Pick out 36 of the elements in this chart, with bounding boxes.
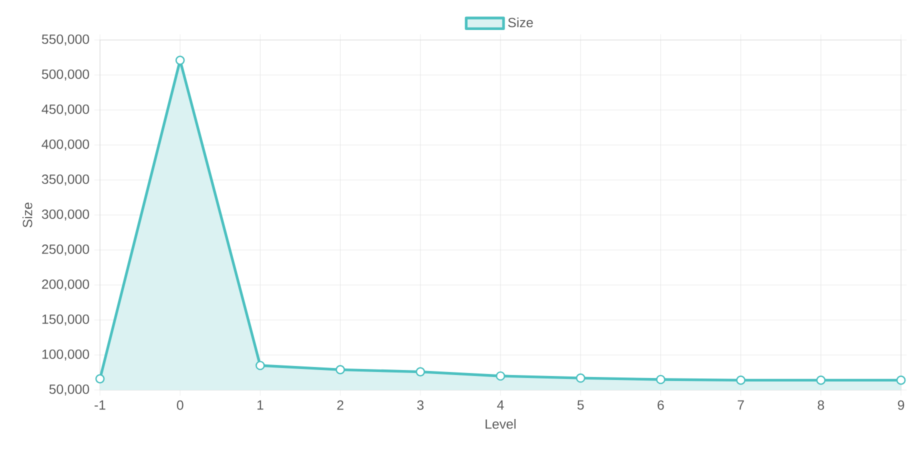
y-tick-label: 150,000 — [42, 314, 90, 326]
point — [896, 376, 906, 385]
point — [816, 376, 826, 385]
point — [656, 374, 666, 384]
y-tick-label: 450,000 — [42, 104, 90, 116]
y-tick-label: 350,000 — [42, 174, 90, 186]
y-axis-title: Size — [22, 202, 32, 228]
point — [736, 376, 746, 385]
x-tick-label: 6 — [658, 400, 664, 410]
y-tick-label: 250,000 — [42, 244, 90, 256]
x-tick-label: 1 — [258, 400, 264, 410]
point — [95, 374, 105, 384]
x-tick-label: 4 — [497, 400, 504, 410]
x-tick-label: 5 — [577, 400, 584, 410]
x-tick-label: 3 — [417, 400, 424, 410]
y-tick-label: 400,000 — [42, 139, 90, 151]
y-tick-label: 500,000 — [42, 69, 90, 81]
y-tick-label: 100,000 — [42, 349, 90, 361]
x-tick-label: -1 — [94, 400, 106, 410]
y-tick-label: 200,000 — [42, 279, 90, 291]
x-tick-label: 7 — [738, 400, 744, 410]
point — [496, 371, 506, 381]
x-tick-label: 9 — [898, 400, 904, 410]
x-axis-title: Level — [486, 418, 516, 429]
x-tick-label: 8 — [818, 400, 824, 410]
point — [416, 367, 426, 376]
point — [175, 56, 185, 65]
x-tick-label: 2 — [337, 400, 344, 410]
legend-label: Size — [508, 17, 533, 28]
point — [336, 365, 345, 374]
x-tick-label: 0 — [176, 400, 184, 410]
y-tick-label: 300,000 — [42, 209, 90, 221]
point — [576, 373, 586, 383]
y-tick-label: 50,000 — [49, 384, 90, 396]
y-tick-label: 550,000 — [42, 34, 90, 46]
point — [256, 360, 265, 370]
